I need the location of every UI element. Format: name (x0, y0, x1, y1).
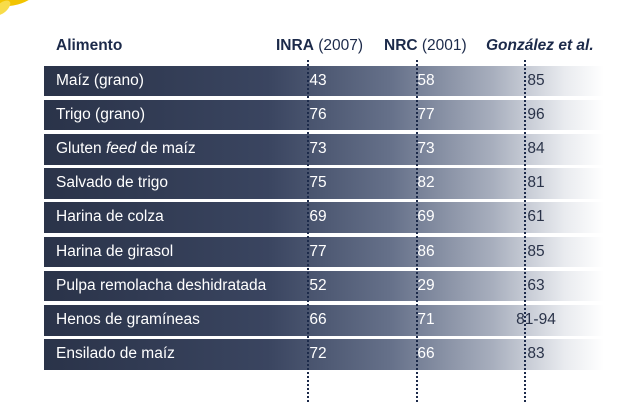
sunflower-petal-decoration (0, 0, 39, 16)
header-alimento: Alimento (56, 37, 123, 54)
row-nrc: 82 (417, 174, 435, 192)
row-nrc: 58 (417, 71, 435, 89)
row-name: Henos de gramíneas (56, 311, 200, 328)
header-nrc: NRC (2001) (384, 37, 467, 54)
row-nrc: 86 (417, 242, 435, 260)
column-divider (416, 60, 418, 402)
table-row: Harina de colza 69 69 61 (44, 202, 604, 233)
row-inra: 52 (309, 276, 327, 294)
column-divider (307, 60, 309, 402)
row-inra: 75 (309, 174, 327, 192)
row-gonzalez: 81 (527, 174, 545, 192)
row-name: Harina de girasol (56, 242, 174, 260)
row-gonzalez: 85 (527, 71, 545, 89)
row-inra: 43 (309, 71, 327, 89)
table-row: Pulpa remolacha deshidratada 52 29 63 (44, 270, 604, 302)
table-row: Ensilado de maíz 72 66 83 (44, 339, 604, 370)
row-nrc: 73 (417, 140, 435, 158)
header-inra: INRA (2007) (276, 37, 364, 54)
row-gonzalez: 81-94 (516, 311, 556, 328)
row-gonzalez: 85 (527, 242, 545, 260)
row-inra: 69 (309, 208, 327, 226)
table-row: Gluten feed de maíz 73 73 84 (44, 134, 604, 165)
row-name: Pulpa remolacha deshidratada (56, 276, 267, 294)
row-nrc: 29 (417, 276, 435, 294)
row-gonzalez: 61 (527, 208, 545, 226)
column-divider (524, 60, 526, 402)
row-inra: 76 (309, 105, 327, 123)
row-inra: 73 (309, 140, 327, 158)
table-row: Salvado de trigo 75 82 81 (44, 168, 604, 199)
table-row: Trigo (grano) 76 77 96 (44, 99, 604, 131)
table-row: Harina de girasol 77 86 85 (44, 236, 604, 268)
row-name: Maíz (grano) (56, 71, 144, 89)
row-inra: 72 (309, 345, 327, 363)
table-row: Maíz (grano) 43 58 85 (44, 65, 604, 97)
row-nrc: 71 (417, 311, 435, 328)
row-name: Harina de colza (56, 208, 164, 226)
row-gonzalez: 84 (527, 140, 545, 158)
row-name: Salvado de trigo (56, 174, 169, 192)
table-row: Henos de gramíneas 66 71 81-94 (44, 305, 604, 336)
row-gonzalez: 63 (527, 276, 545, 294)
row-nrc: 77 (417, 105, 435, 123)
header-gonzalez: González et al. (486, 37, 594, 54)
table-header: Alimento INRA (2007) NRC (2001) González… (44, 30, 604, 62)
row-name: Trigo (grano) (56, 105, 146, 123)
row-gonzalez: 83 (527, 345, 545, 363)
row-name: Ensilado de maíz (56, 345, 175, 363)
row-name: Gluten feed de maíz (56, 140, 196, 158)
row-nrc: 66 (417, 345, 435, 363)
digestibility-table: Alimento INRA (2007) NRC (2001) González… (44, 30, 604, 402)
row-inra: 66 (309, 311, 327, 328)
row-gonzalez: 96 (527, 105, 545, 123)
row-nrc: 69 (417, 208, 435, 226)
row-inra: 77 (309, 242, 327, 260)
